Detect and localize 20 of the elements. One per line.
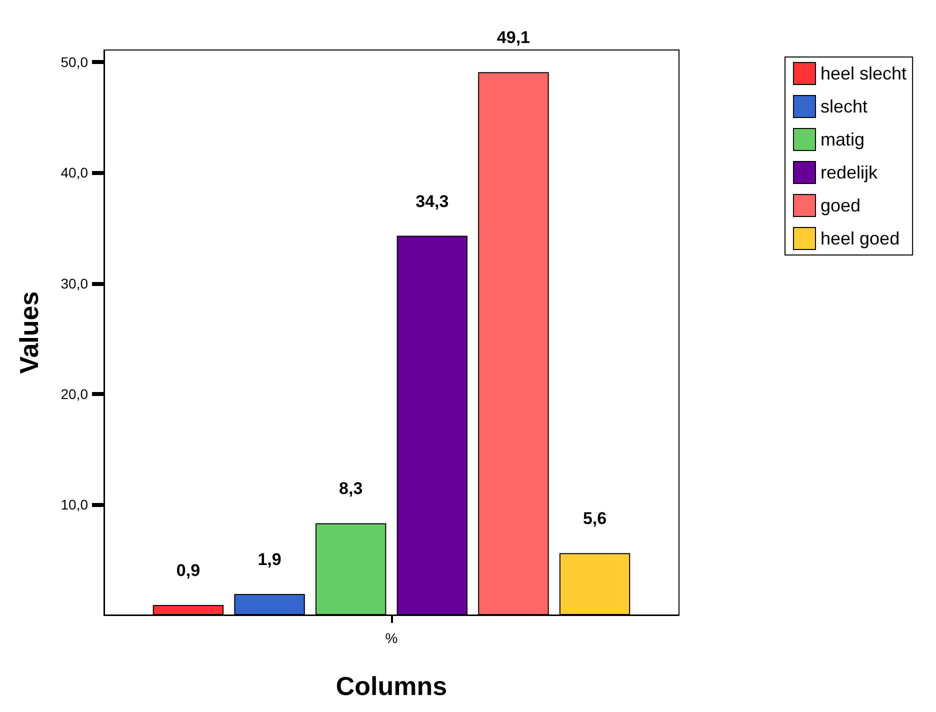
data-label: 49,1 [496, 28, 530, 48]
x-tick-label: % [385, 630, 398, 646]
data-label: 1,9 [258, 550, 282, 569]
y-tick-label: 40,0 [60, 164, 88, 181]
legend-label: slecht [820, 96, 868, 116]
legend-label: goed [820, 196, 861, 216]
legend-label: heel goed [820, 228, 900, 248]
data-label: 8,3 [339, 479, 363, 498]
x-axis-title: Columns [336, 671, 448, 701]
y-tick-label: 30,0 [60, 275, 88, 292]
legend-label: heel slecht [820, 64, 907, 84]
data-label: 0,9 [176, 561, 200, 580]
y-tick-label: 10,0 [60, 496, 88, 512]
data-label: 34,3 [416, 192, 449, 211]
legend-label: matig [820, 130, 865, 150]
y-axis-title: Values [14, 291, 44, 374]
data-label: 5,6 [582, 509, 607, 528]
y-tick-label: 20,0 [60, 386, 88, 402]
y-tick-label: 50,0 [60, 54, 88, 70]
legend-label: redelijk [820, 162, 879, 182]
